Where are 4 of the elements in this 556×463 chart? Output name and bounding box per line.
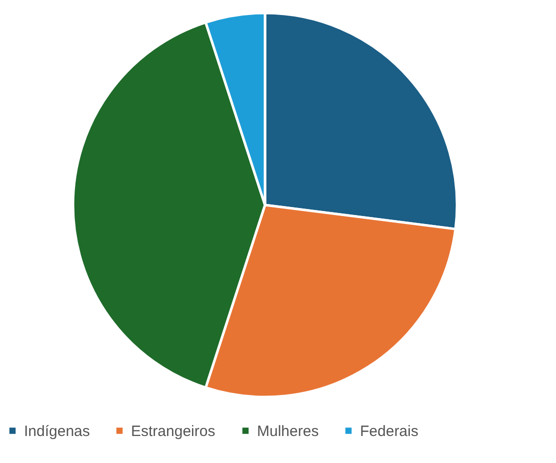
legend-label: Federais (360, 422, 418, 440)
legend-label: Indígenas (24, 422, 90, 440)
legend-label: Mulheres (257, 422, 319, 440)
legend-label: Estrangeiros (131, 422, 216, 440)
